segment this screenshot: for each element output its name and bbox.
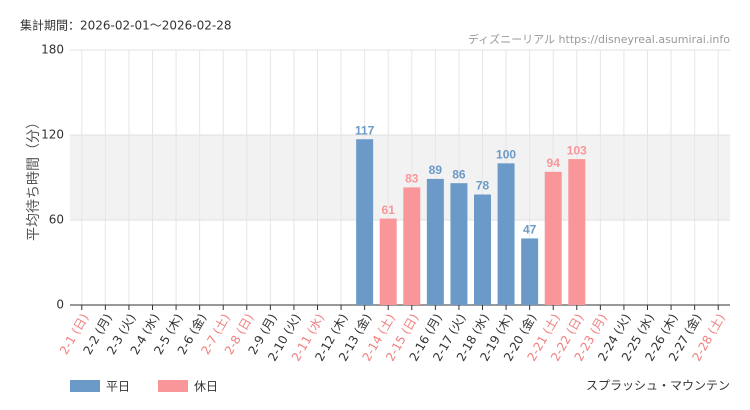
y-tick-label: 120 [41, 128, 64, 142]
value-label: 94 [547, 156, 561, 170]
bar [403, 187, 421, 305]
bar [450, 183, 468, 305]
shaded-band [70, 135, 730, 220]
value-label: 78 [476, 179, 490, 193]
value-label: 103 [567, 143, 587, 157]
bar [544, 171, 562, 305]
value-label: 86 [452, 167, 466, 181]
value-label: 117 [355, 123, 375, 137]
bar [497, 163, 515, 305]
y-tick-label: 60 [49, 213, 64, 227]
legend-swatch [70, 380, 100, 392]
bar [426, 178, 444, 305]
y-tick-label: 180 [41, 43, 64, 57]
chart-title: 集計期間：2026-02-01～2026-02-28 [20, 18, 231, 33]
y-tick-label: 0 [56, 298, 64, 312]
attraction-name: スプラッシュ・マウンテン [586, 379, 730, 393]
bar [474, 194, 491, 305]
value-label: 100 [496, 148, 516, 162]
bar [356, 139, 374, 305]
value-label: 61 [382, 203, 396, 217]
value-label: 83 [405, 172, 419, 186]
legend-swatch [158, 380, 188, 392]
source: ディズニーリアル https://disneyreal.asumirai.inf… [468, 32, 730, 46]
legend-label: 休日 [194, 380, 218, 394]
bar [379, 218, 397, 305]
bar [568, 159, 586, 305]
bar [521, 238, 539, 305]
legend-label: 平日 [106, 380, 130, 394]
value-label: 89 [429, 163, 443, 177]
y-axis-label: 平均待ち時間（分） [26, 115, 42, 241]
value-label: 47 [523, 223, 537, 237]
